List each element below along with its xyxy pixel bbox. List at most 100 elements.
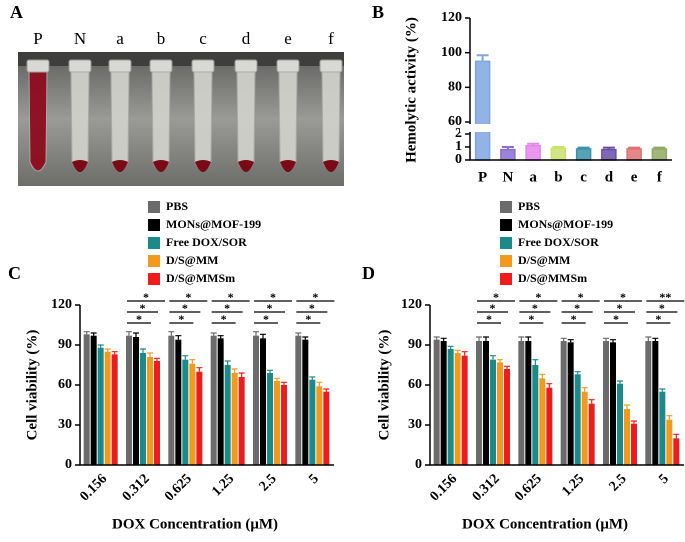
bar	[217, 338, 224, 465]
error-bar	[673, 433, 680, 439]
significance-label: *	[578, 290, 584, 304]
legend-label: Free DOX/SOR	[518, 235, 599, 249]
y-tick-label: 0	[455, 152, 462, 167]
bar	[231, 373, 238, 465]
tube-cap	[108, 59, 132, 73]
y-tick-label: 90	[408, 337, 422, 352]
y-axis-title: Cell viability (%)	[376, 330, 392, 441]
significance-label: *	[178, 312, 184, 326]
x-tick-label: c	[580, 169, 587, 185]
bar	[440, 341, 447, 465]
tube-pellet	[112, 160, 128, 172]
error-bar	[546, 383, 553, 388]
y-tick-label: 60	[448, 114, 462, 129]
tube	[278, 71, 298, 172]
x-tick-label: 0.156	[427, 471, 460, 504]
x-axis-title: DOX Concentration (μM)	[112, 516, 278, 532]
tube-label: N	[74, 29, 86, 48]
significance-label: *	[221, 312, 227, 326]
tube-cap	[149, 59, 173, 73]
error-bar	[168, 331, 175, 336]
significance-label: *	[659, 301, 665, 315]
x-tick-label: 2.5	[257, 471, 280, 494]
y-tick-label: 80	[448, 80, 462, 95]
error-bar	[210, 332, 217, 336]
bar	[525, 144, 541, 161]
error-bar	[447, 345, 454, 349]
error-bar	[126, 331, 132, 336]
bar	[659, 391, 666, 465]
bar	[302, 339, 309, 465]
bar	[281, 385, 287, 465]
y-tick-label: 120	[401, 297, 422, 312]
bar	[309, 379, 316, 465]
error-bar	[577, 146, 590, 149]
x-tick-label: 1.25	[559, 471, 587, 499]
bar	[575, 148, 592, 161]
bar	[497, 362, 503, 465]
error-bar	[111, 351, 118, 355]
error-bar	[567, 339, 574, 343]
error-bar	[603, 337, 609, 341]
significance-label: *	[270, 290, 276, 304]
error-bar	[238, 372, 245, 377]
tube-cap	[234, 59, 258, 73]
x-tick-label: N	[502, 169, 513, 185]
photo-rack	[18, 52, 344, 66]
panel-label: D	[362, 263, 375, 283]
bar	[631, 423, 637, 465]
x-tick-label: 0.312	[470, 471, 503, 504]
bar	[104, 351, 111, 465]
significance-label: *	[305, 312, 311, 326]
bar	[316, 386, 323, 465]
y-tick-label: 2	[455, 126, 462, 141]
y-tick-label: 100	[441, 45, 462, 60]
tube	[236, 71, 256, 172]
error-bar	[231, 368, 238, 373]
error-bar	[476, 54, 489, 62]
error-bar	[490, 355, 496, 360]
legend-label: Free DOX/SOR	[166, 235, 247, 249]
significance-label: *	[620, 290, 626, 304]
error-bar	[253, 331, 259, 336]
tube-label: P	[33, 29, 42, 48]
bar	[673, 438, 680, 465]
bar	[532, 365, 539, 465]
y-axis-title: Cell viability (%)	[24, 330, 40, 441]
legend-label: D/S@MM	[166, 253, 219, 267]
significance-label: *	[574, 301, 580, 315]
tube-pellet	[153, 160, 169, 172]
error-bar	[483, 336, 489, 341]
bar	[147, 357, 153, 465]
bar	[624, 409, 630, 465]
error-bar	[454, 349, 461, 353]
bar	[626, 148, 642, 161]
bar	[539, 378, 546, 465]
error-bar	[631, 420, 637, 424]
tube-label: b	[157, 29, 166, 48]
y-tick-label: 120	[51, 297, 72, 312]
legend-swatch	[148, 219, 160, 231]
error-bar	[461, 351, 468, 356]
bar	[581, 391, 588, 465]
x-tick-label: 5	[656, 471, 672, 487]
tube-cap	[26, 59, 50, 73]
tube	[151, 71, 171, 172]
legend-swatch	[148, 273, 160, 285]
bar	[617, 383, 623, 465]
significance-label: *	[143, 290, 149, 304]
bar	[483, 341, 489, 465]
error-bar	[323, 388, 330, 392]
significance-label: *	[655, 312, 661, 326]
error-bar	[518, 336, 525, 341]
bar	[447, 349, 454, 465]
bar	[111, 354, 118, 465]
significance-label: *	[309, 301, 315, 315]
tube-cap	[68, 59, 92, 73]
bar	[97, 347, 104, 465]
bar	[210, 335, 217, 465]
x-tick-label: e	[631, 169, 638, 185]
error-bar	[154, 357, 160, 361]
error-bar	[645, 336, 652, 341]
